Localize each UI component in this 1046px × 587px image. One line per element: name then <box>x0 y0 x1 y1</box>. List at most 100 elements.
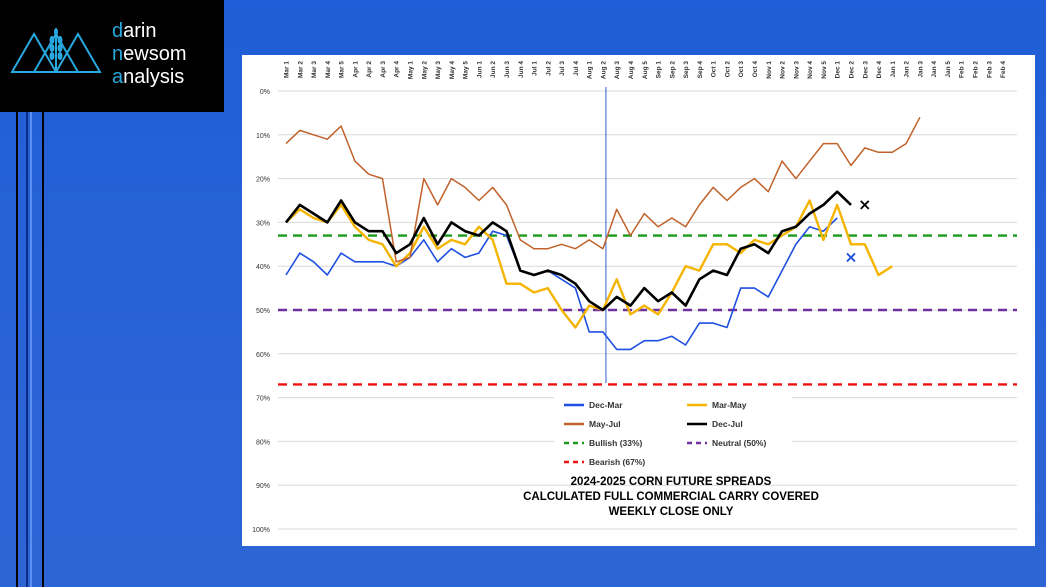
y-tick-label: 90% <box>256 483 270 490</box>
x-tick-label: Dec 2 <box>848 61 855 79</box>
x-tick-label: Feb 3 <box>986 61 993 78</box>
x-tick-label: Apr 1 <box>352 61 359 78</box>
x-tick-label: Aug 3 <box>614 61 621 79</box>
legend-entry: Neutral (50%) <box>687 438 766 448</box>
x-tick-label: Sep 4 <box>697 61 704 79</box>
x-tick-label: Mar 1 <box>284 61 291 78</box>
y-tick-label: 40% <box>256 264 270 271</box>
x-tick-label: Jun 2 <box>490 61 497 78</box>
logo-rest-3: nalysis <box>123 66 185 88</box>
x-tick-label: Oct 4 <box>752 61 759 78</box>
x-tick-label: Jul 3 <box>559 61 566 76</box>
legend-entry: Dec-Mar <box>564 400 623 410</box>
end-marker-x <box>860 200 870 210</box>
legend-label: Bullish (33%) <box>589 438 643 448</box>
x-tick-label: Sep 2 <box>669 61 676 79</box>
y-tick-label: 10% <box>256 133 270 140</box>
x-tick-label: Jul 4 <box>573 61 580 76</box>
end-marker-stroke <box>846 252 856 263</box>
y-tick-label: 50% <box>256 308 270 315</box>
x-tick-label: Mar 4 <box>325 61 332 78</box>
series-line <box>285 199 893 329</box>
grid-layer: 0% 10% 20% 30% 40% 50% 60% 70% 80% 90% 100% Mar 1 Ma… <box>252 61 1017 534</box>
y-tick-label: 60% <box>256 352 270 359</box>
x-tick-label: Oct 2 <box>724 61 731 78</box>
y-tick-label: 30% <box>256 220 270 227</box>
x-tick-label: Dec 1 <box>835 61 842 79</box>
logo-initial-d: d <box>112 20 124 42</box>
legend-label: Mar-May <box>712 400 747 410</box>
chart-title-line: WEEKLY CLOSE ONLY <box>609 506 734 518</box>
x-tick-label: Oct 3 <box>738 61 745 78</box>
series-line <box>284 190 852 312</box>
x-tick-label: Apr 3 <box>380 61 387 78</box>
x-tick-label: Nov 1 <box>766 61 773 79</box>
wheat-mountain-logo-icon <box>10 28 102 73</box>
y-tick-label: 80% <box>256 439 270 446</box>
x-tick-label: Mar 2 <box>297 61 304 78</box>
x-tick-label: Jan 1 <box>890 61 897 78</box>
logo-initial-n: n <box>112 43 124 65</box>
y-tick-label: 20% <box>256 177 270 184</box>
chart-title: 2024-2025 CORN FUTURE SPREADS CALCULATED … <box>523 476 819 518</box>
reference-lines <box>278 234 1017 386</box>
x-tick-label: Feb 1 <box>959 61 966 78</box>
logo-initial-a: a <box>112 66 124 88</box>
x-tick-label: Dec 3 <box>862 61 869 79</box>
logo-text-line-3: analysis <box>112 66 184 88</box>
legend-entry: Bullish (33%) <box>564 438 643 448</box>
logo-rest-1: arin <box>123 20 157 42</box>
series-layer <box>284 116 921 351</box>
legend-entry: Dec-Jul <box>687 419 743 429</box>
x-tick-label: Apr 2 <box>366 61 373 78</box>
x-tick-label: Aug 5 <box>642 61 649 79</box>
x-tick-label: Feb 4 <box>1000 61 1007 78</box>
legend-label: Bearish (67%) <box>589 457 645 467</box>
logo-box: darin newsom analysis <box>0 0 224 112</box>
x-tick-label: Mar 5 <box>339 61 346 78</box>
x-tick-label: Jan 3 <box>917 61 924 78</box>
y-tick-label: 100% <box>252 527 270 534</box>
x-tick-label: Nov 3 <box>793 61 800 79</box>
x-tick-label: Jun 4 <box>518 61 525 78</box>
x-tick-label: Mar 3 <box>311 61 318 78</box>
logo-text-line-1: darin <box>112 20 156 42</box>
x-tick-label: Jan 5 <box>945 61 952 78</box>
x-tick-label: May 2 <box>421 61 428 79</box>
legend-entry: May-Jul <box>564 419 621 429</box>
legend-entry: Bearish (67%) <box>564 457 645 467</box>
x-tick-label: May 5 <box>463 61 470 79</box>
x-tick-label: Jun 1 <box>476 61 483 78</box>
x-tick-label: Jan 4 <box>931 61 938 78</box>
x-tick-label: Aug 4 <box>628 61 635 79</box>
x-tick-label: May 3 <box>435 61 442 79</box>
series-line <box>285 116 921 263</box>
x-tick-label: Dec 4 <box>876 61 883 79</box>
logo-rest-2: ewsom <box>123 43 187 65</box>
series-line <box>285 217 838 351</box>
x-tick-label: Oct 1 <box>711 61 718 78</box>
chart-title-line: 2024-2025 CORN FUTURE SPREADS <box>571 476 772 488</box>
x-tick-label: Jan 2 <box>904 61 911 78</box>
x-tick-label: Aug 2 <box>600 61 607 79</box>
decorative-vertical-bars <box>16 112 44 587</box>
x-tick-label: Aug 1 <box>587 61 594 79</box>
y-tick-label: 70% <box>256 396 270 403</box>
x-tick-label: Feb 2 <box>973 61 980 78</box>
legend: Dec-Mar Mar-May May-Jul Dec-Jul Bullish (33%… <box>554 393 792 477</box>
x-tick-label: Jul 2 <box>545 61 552 76</box>
corn-spreads-chart: 0% 10% 20% 30% 40% 50% 60% 70% 80% 90% 100% Mar 1 Ma… <box>252 61 1017 534</box>
legend-label: Dec-Jul <box>712 419 743 429</box>
x-tick-label: Sep 3 <box>683 61 690 79</box>
y-tick-label: 0% <box>260 89 270 96</box>
chart-panel: 0% 10% 20% 30% 40% 50% 60% 70% 80% 90% 100% Mar 1 Ma… <box>242 55 1035 546</box>
legend-label: May-Jul <box>589 419 621 429</box>
x-tick-label: Jul 1 <box>532 61 539 76</box>
x-tick-label: Jun 3 <box>504 61 511 78</box>
end-marker-x <box>846 252 856 263</box>
logo-text-line-2: newsom <box>112 43 186 65</box>
end-marker-stroke <box>860 200 870 210</box>
legend-label: Dec-Mar <box>589 400 623 410</box>
x-tick-label: Nov 2 <box>780 61 787 79</box>
chart-title-line: CALCULATED FULL COMMERCIAL CARRY COVERED <box>523 491 819 503</box>
